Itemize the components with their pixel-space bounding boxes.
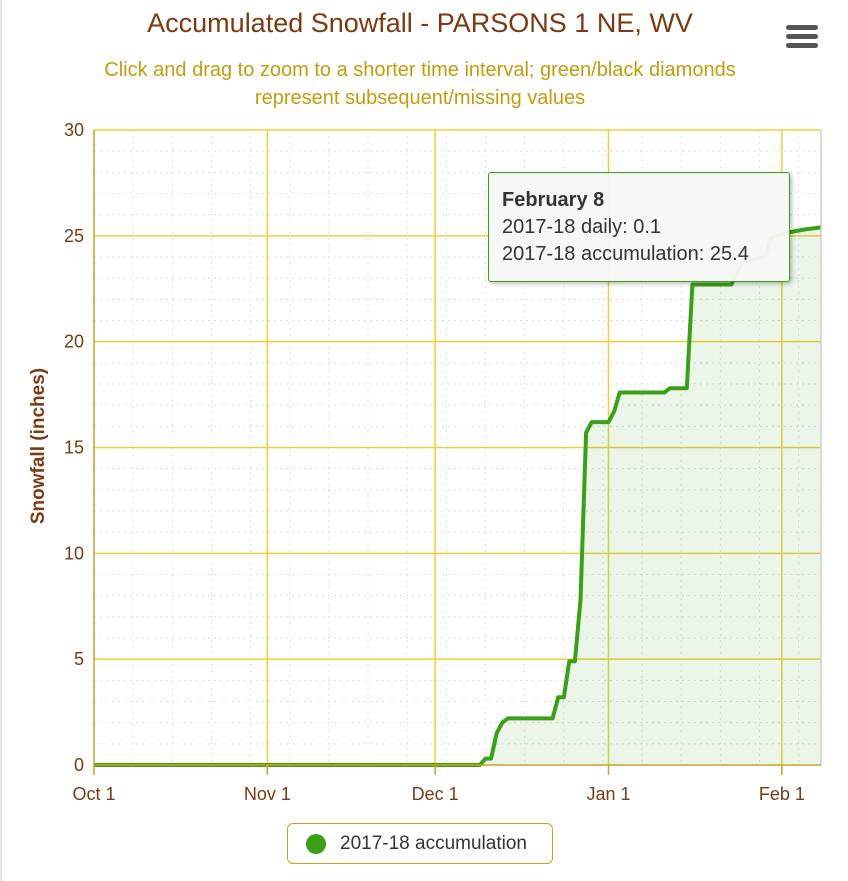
menu-bar <box>786 25 818 30</box>
tooltip-accumulation: 2017-18 accumulation: 25.4 <box>502 243 749 265</box>
chart-title: Accumulated Snowfall - PARSONS 1 NE, WV <box>147 8 693 38</box>
y-tick-label: 10 <box>64 543 84 563</box>
y-tick-label: 0 <box>74 755 84 775</box>
y-axis-label: Snowfall (inches) <box>28 368 49 524</box>
legend-label: 2017-18 accumulation <box>340 832 527 854</box>
tick-labels: 0 5 10 15 20 25 30 Oct 1 Nov 1 Dec 1 Jan 1 Feb 1 <box>64 120 805 804</box>
left-edge-border <box>0 0 2 881</box>
subtitle-line-1: Click and drag to zoom to a shorter time… <box>104 59 736 81</box>
x-tick-label: Feb 1 <box>759 784 805 804</box>
axes <box>93 130 822 775</box>
legend-marker-icon <box>306 833 326 854</box>
x-tick-label: Nov 1 <box>244 784 291 804</box>
y-tick-label: 20 <box>64 332 84 352</box>
x-tick-label: Dec 1 <box>412 784 459 804</box>
chart-subtitle: Click and drag to zoom to a shorter time… <box>40 56 800 112</box>
major-grid <box>94 129 821 765</box>
tooltip-daily: 2017-18 daily: 0.1 <box>502 216 662 238</box>
tooltip-date: February 8 <box>502 189 605 211</box>
y-tick-label: 5 <box>74 649 84 669</box>
tooltip: February 8 2017-18 daily: 0.1 2017-18 ac… <box>488 172 790 282</box>
y-tick-label: 15 <box>64 438 84 458</box>
series-layer <box>94 225 822 767</box>
hamburger-menu-icon[interactable] <box>784 22 820 52</box>
menu-bar <box>786 43 818 48</box>
legend-item-2017-18-accumulation[interactable]: 2017-18 accumulation <box>287 823 553 864</box>
x-tick-label: Jan 1 <box>586 784 630 804</box>
subtitle-line-2: represent subsequent/missing values <box>254 87 586 109</box>
x-tick-label: Oct 1 <box>72 784 115 804</box>
y-tick-label: 25 <box>64 226 84 246</box>
menu-bar <box>786 34 818 39</box>
y-tick-label: 30 <box>64 120 84 140</box>
series-area <box>94 227 821 765</box>
